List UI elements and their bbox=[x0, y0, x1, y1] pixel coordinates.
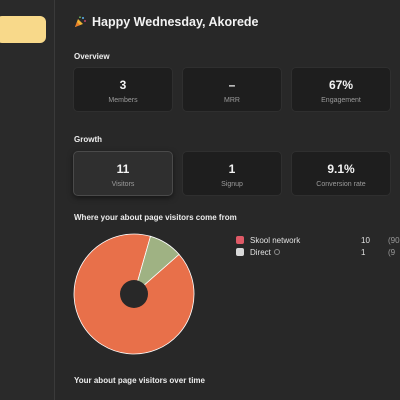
mrr-value: – bbox=[228, 78, 236, 92]
visitors-card[interactable]: 11 Visitors bbox=[73, 151, 173, 196]
visitor-sources-pie-chart bbox=[73, 233, 195, 355]
legend-name: Skool network bbox=[250, 235, 301, 245]
visitors-value: 11 bbox=[116, 162, 130, 176]
members-card[interactable]: 3 Members bbox=[73, 67, 173, 112]
signup-label: Signup bbox=[221, 181, 243, 188]
greeting-text: Happy Wednesday, Akorede bbox=[92, 15, 259, 29]
sidebar-active-item[interactable] bbox=[0, 16, 46, 43]
legend-percent: (9 bbox=[388, 247, 396, 257]
signup-card[interactable]: 1 Signup bbox=[182, 151, 282, 196]
party-popper-icon bbox=[74, 16, 86, 28]
engagement-card[interactable]: 67% Engagement bbox=[291, 67, 391, 112]
conversion-rate-card[interactable]: 9.1% Conversion rate bbox=[291, 151, 391, 196]
pie-hole bbox=[120, 280, 148, 308]
skool-icon bbox=[236, 236, 244, 244]
members-value: 3 bbox=[119, 78, 127, 92]
legend-count: 10 bbox=[361, 235, 370, 245]
conversion-rate-value: 9.1% bbox=[327, 162, 355, 176]
greeting: Happy Wednesday, Akorede bbox=[74, 15, 259, 29]
legend-item-direct[interactable]: Direct 1 (9 bbox=[236, 246, 400, 258]
engagement-value: 67% bbox=[328, 78, 354, 92]
pie-slice-direct[interactable] bbox=[133, 235, 180, 296]
legend-item-skool-network[interactable]: Skool network 10 (90 bbox=[236, 234, 400, 246]
growth-label: Growth bbox=[74, 135, 102, 144]
sidebar bbox=[0, 0, 55, 400]
legend-percent: (90 bbox=[388, 235, 400, 245]
signup-value: 1 bbox=[228, 162, 236, 176]
legend-name: Direct bbox=[250, 247, 271, 257]
sources-legend: Skool network 10 (90 Direct 1 (9 bbox=[236, 234, 400, 258]
engagement-label: Engagement bbox=[321, 97, 361, 104]
mrr-card[interactable]: – MRR bbox=[182, 67, 282, 112]
info-icon[interactable] bbox=[273, 249, 280, 255]
visitors-label: Visitors bbox=[111, 181, 135, 188]
sources-label: Where your about page visitors come from bbox=[74, 213, 237, 222]
legend-count: 1 bbox=[361, 247, 366, 257]
mrr-label: MRR bbox=[224, 97, 240, 104]
overview-label: Overview bbox=[74, 52, 110, 61]
direct-icon bbox=[236, 248, 244, 256]
over-time-label: Your about page visitors over time bbox=[74, 376, 205, 385]
members-label: Members bbox=[108, 97, 138, 104]
conversion-rate-label: Conversion rate bbox=[316, 181, 366, 188]
main-content: Happy Wednesday, Akorede Overview 3 Memb… bbox=[56, 0, 400, 400]
